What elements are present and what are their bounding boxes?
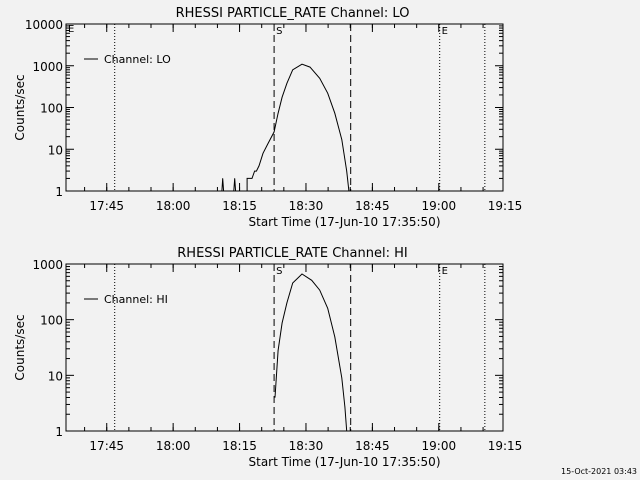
data-point xyxy=(502,190,504,192)
data-point xyxy=(346,430,348,432)
data-point xyxy=(341,139,343,140)
x-tick-label: 19:00 xyxy=(422,439,457,453)
marker-label: S xyxy=(276,26,282,37)
data-point xyxy=(235,190,236,192)
y-axis-label: Counts/sec xyxy=(13,74,27,140)
data-point xyxy=(319,78,320,79)
data-point xyxy=(327,308,328,309)
data-point xyxy=(254,170,255,172)
y-tick-label: 1 xyxy=(55,185,63,199)
y-tick-label: 100 xyxy=(40,314,63,328)
data-point xyxy=(309,66,311,68)
data-point xyxy=(251,178,253,179)
panel-hi: RHESSI PARTICLE_RATE Channel: HI 1 10 100 10… xyxy=(13,246,522,469)
x-axis-label: Start Time (17-Jun-10 17:35:50) xyxy=(249,455,441,469)
chart-title: RHESSI PARTICLE_RATE Channel: HI xyxy=(177,246,407,261)
data-point xyxy=(334,112,336,114)
x-tick-label: 18:45 xyxy=(355,439,390,453)
data-point xyxy=(221,190,223,192)
data-point xyxy=(246,178,248,179)
x-tick-label: 17:45 xyxy=(89,199,124,213)
y-axis-label: Counts/sec xyxy=(13,314,27,380)
data-point xyxy=(348,190,350,192)
y-tick-label: 10 xyxy=(48,143,63,157)
marker-label: S xyxy=(276,266,282,277)
x-tick-label: 18:00 xyxy=(156,199,191,213)
data-point xyxy=(327,92,328,94)
x-tick-label: 18:30 xyxy=(289,199,324,213)
data-point xyxy=(292,69,293,71)
x-tick-label: 19:15 xyxy=(488,439,523,453)
data-point xyxy=(277,112,279,114)
data-point xyxy=(281,96,283,98)
data-point xyxy=(273,131,275,133)
data-point xyxy=(258,165,260,167)
data-point xyxy=(267,144,268,145)
data-point xyxy=(301,273,303,275)
y-tick-label: 1 xyxy=(55,425,63,439)
corner-label: E xyxy=(68,24,74,35)
x-tick-label: 18:45 xyxy=(355,199,390,213)
data-point xyxy=(334,336,336,338)
data-point xyxy=(65,190,67,192)
marker-label: E xyxy=(442,26,448,37)
x-tick-label: 18:15 xyxy=(222,199,257,213)
data-point xyxy=(319,289,320,291)
data-point xyxy=(301,63,303,65)
x-axis-label: Start Time (17-Jun-10 17:35:50) xyxy=(249,215,441,229)
x-tick-label: 18:00 xyxy=(156,439,191,453)
series-line xyxy=(66,63,503,192)
y-tick-label: 100 xyxy=(40,102,63,116)
legend-label: Channel: LO xyxy=(104,53,171,66)
y-tick-label: 10000 xyxy=(25,18,63,32)
series-line xyxy=(274,273,348,432)
timestamp: 15-Oct-2021 03:43 xyxy=(561,467,637,476)
marker-label: E xyxy=(442,266,448,277)
data-point xyxy=(234,178,235,179)
x-tick-label: 18:15 xyxy=(222,439,257,453)
y-tick-label: 1000 xyxy=(32,258,63,272)
data-point xyxy=(277,350,279,351)
plot-frame xyxy=(65,23,504,192)
x-tick-label: 18:30 xyxy=(289,439,324,453)
x-tick-label: 17:45 xyxy=(89,439,124,453)
y-tick-label: 1000 xyxy=(32,60,63,74)
data-point xyxy=(262,152,264,154)
data-point xyxy=(281,322,283,324)
data-point xyxy=(341,377,343,379)
chart-title: RHESSI PARTICLE_RATE Channel: LO xyxy=(176,6,410,21)
panel-lo: RHESSI PARTICLE_RATE Channel: LO 1 10 100 10… xyxy=(13,6,522,229)
data-point xyxy=(223,190,224,192)
data-point xyxy=(246,190,248,192)
data-point xyxy=(222,178,224,179)
data-point xyxy=(286,302,288,304)
x-tick-label: 19:00 xyxy=(422,199,457,213)
x-tick-label: 19:15 xyxy=(488,199,523,213)
data-point xyxy=(256,170,257,172)
y-tick-label: 10 xyxy=(48,369,63,383)
data-point xyxy=(286,82,288,84)
data-point xyxy=(292,282,293,284)
plot-frame xyxy=(65,263,504,432)
data-point xyxy=(233,190,235,192)
legend-label: Channel: HI xyxy=(104,293,168,306)
data-point xyxy=(311,279,313,281)
data-point xyxy=(344,406,346,408)
data-point xyxy=(274,397,276,398)
data-point xyxy=(346,170,348,172)
